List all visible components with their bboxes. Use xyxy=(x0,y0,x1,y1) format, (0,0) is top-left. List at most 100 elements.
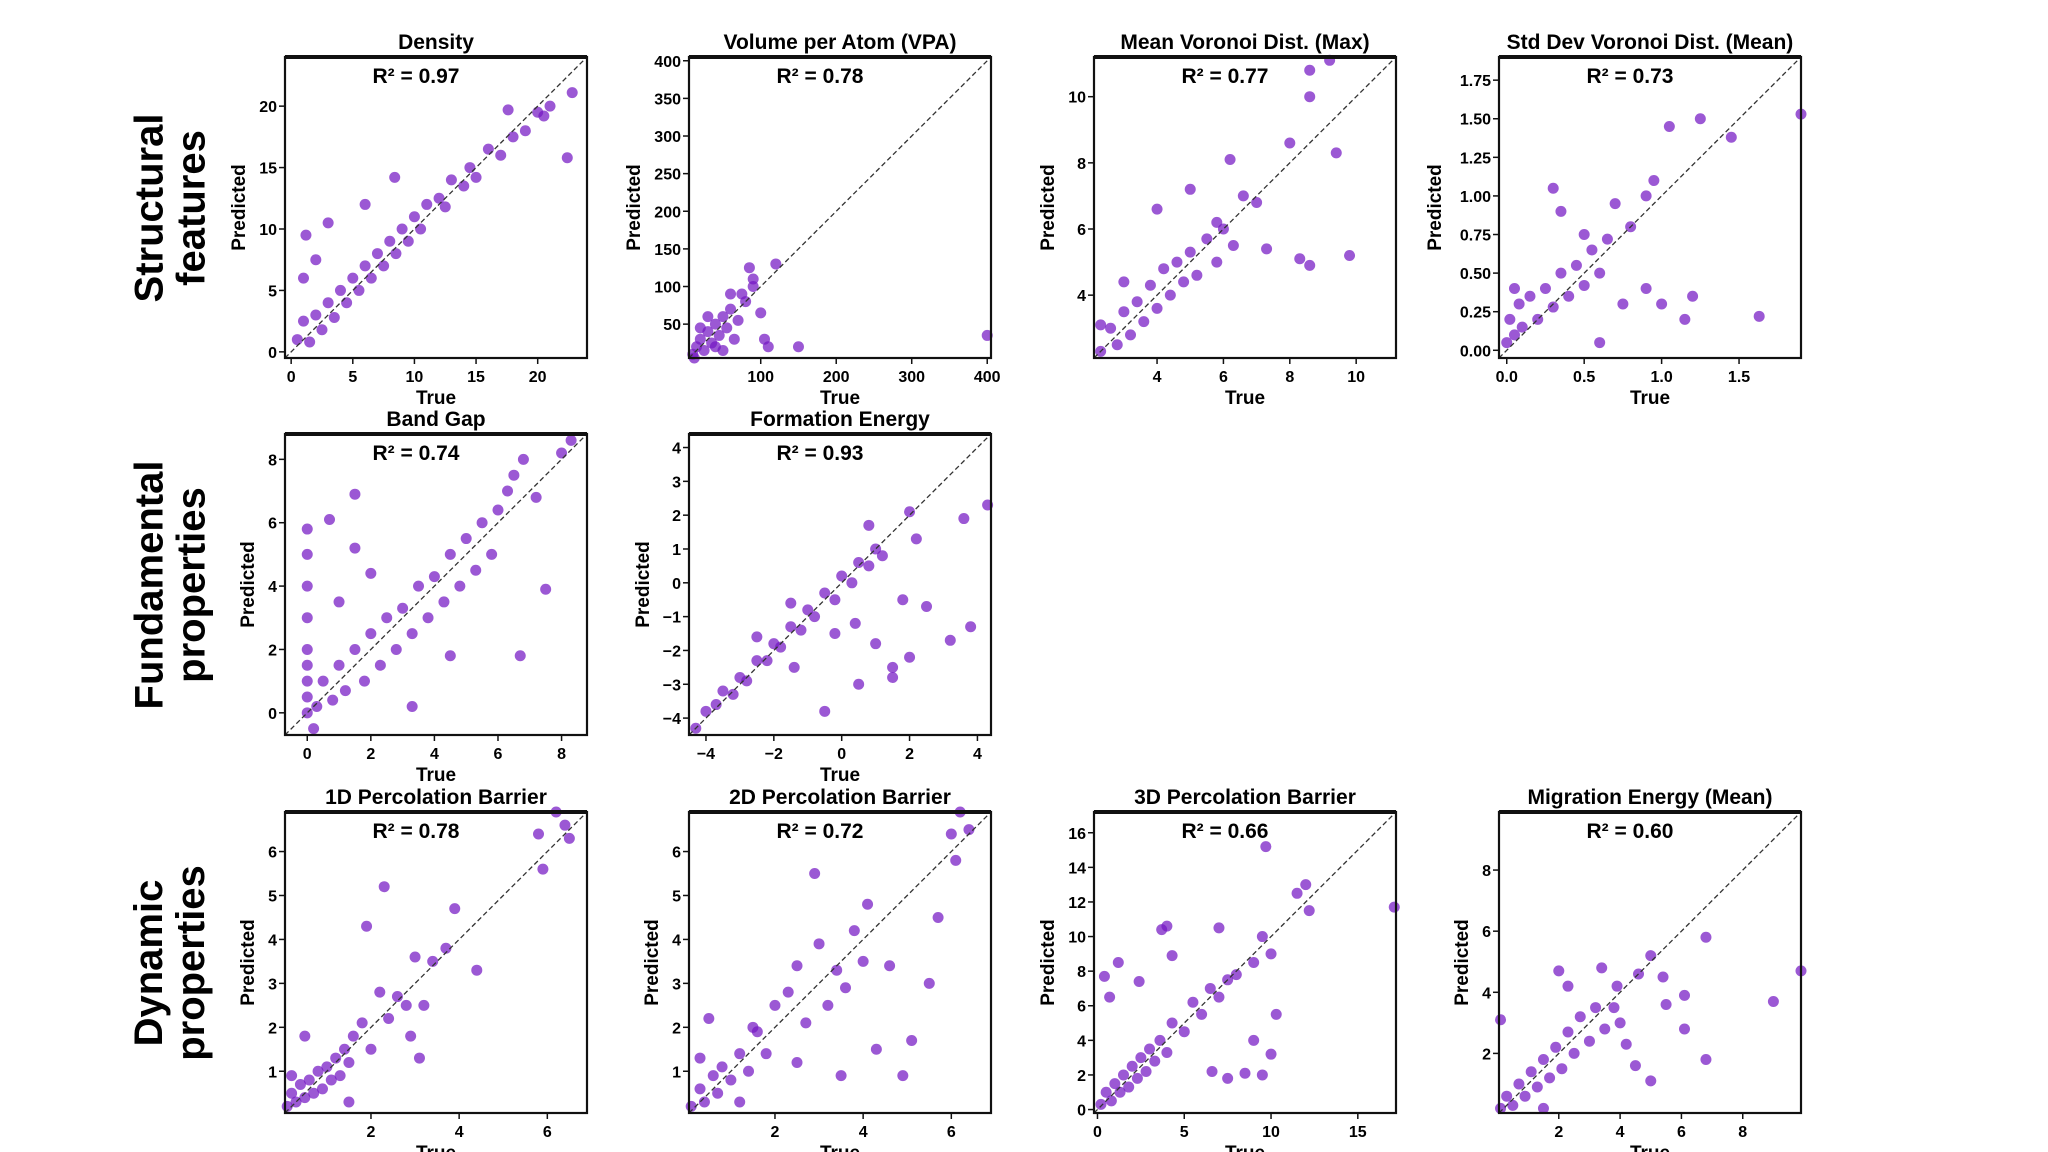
y-tick-label: 1.25 xyxy=(1460,150,1491,167)
data-point xyxy=(694,1083,706,1095)
data-point xyxy=(863,519,875,531)
y-tick-label: 15 xyxy=(259,161,277,178)
identity-line xyxy=(688,433,992,736)
data-point xyxy=(944,634,956,646)
data-point xyxy=(1753,310,1765,322)
data-point xyxy=(1539,283,1551,295)
data-point xyxy=(421,198,433,210)
data-point xyxy=(1118,1069,1130,1081)
data-point xyxy=(716,1061,728,1073)
data-point xyxy=(1501,1090,1513,1102)
data-point xyxy=(870,638,882,650)
y-tick-label: 0.25 xyxy=(1460,305,1491,322)
data-point xyxy=(1617,298,1629,310)
data-point xyxy=(391,991,403,1003)
row-label-text: Structural features xyxy=(127,113,213,302)
data-point xyxy=(1211,216,1223,228)
r2-annotation: R² = 0.74 xyxy=(373,442,460,465)
data-point xyxy=(538,110,550,122)
data-point xyxy=(725,1074,737,1086)
data-point xyxy=(1260,841,1272,853)
data-point xyxy=(1663,120,1675,132)
data-point xyxy=(1118,276,1130,288)
data-point xyxy=(1556,1063,1568,1075)
data-point xyxy=(508,469,520,481)
data-point xyxy=(846,577,858,589)
data-point xyxy=(1609,198,1621,210)
y-tick-label: 2 xyxy=(672,1020,681,1037)
data-point xyxy=(1248,957,1260,968)
data-point xyxy=(945,828,957,840)
x-axis-label: True xyxy=(1225,388,1265,409)
y-tick-label: −4 xyxy=(663,711,681,728)
data-point xyxy=(316,324,328,336)
y-axis-label: Predicted xyxy=(1425,164,1446,251)
y-tick-label: 2 xyxy=(1482,1046,1491,1063)
data-point xyxy=(694,1052,706,1064)
y-tick-label: 6 xyxy=(268,845,277,862)
data-point xyxy=(835,1070,847,1082)
data-point xyxy=(1166,1017,1178,1029)
data-point xyxy=(1590,1002,1602,1014)
data-point xyxy=(1583,1035,1595,1047)
points xyxy=(301,434,577,735)
data-point xyxy=(476,517,488,529)
data-point xyxy=(819,705,831,717)
data-point xyxy=(1248,1034,1260,1046)
data-point xyxy=(1109,1078,1121,1090)
identity-line xyxy=(284,811,588,1114)
x-tick-label: 0 xyxy=(837,746,846,763)
x-tick-label: 4 xyxy=(1153,369,1162,386)
data-point xyxy=(502,104,514,116)
data-point xyxy=(1596,962,1608,974)
x-axis-label: True xyxy=(1630,388,1670,409)
data-point xyxy=(294,1078,306,1090)
data-point xyxy=(349,643,361,655)
x-axis-label: True xyxy=(416,1143,456,1152)
y-tick-label: 0.75 xyxy=(1460,228,1491,245)
x-tick-label: 6 xyxy=(494,746,503,763)
data-point xyxy=(1222,1072,1234,1084)
data-point xyxy=(405,1030,417,1042)
data-point xyxy=(471,964,483,976)
data-point xyxy=(415,223,427,235)
data-point xyxy=(1191,269,1203,281)
data-point xyxy=(530,491,542,503)
data-point xyxy=(301,548,313,560)
y-tick-label: 6 xyxy=(268,516,277,533)
data-point xyxy=(308,1087,320,1099)
data-point xyxy=(1227,240,1239,252)
data-point xyxy=(374,659,386,671)
y-tick-label: 250 xyxy=(654,167,681,184)
data-point xyxy=(822,999,834,1011)
points xyxy=(291,87,578,348)
data-point xyxy=(717,311,729,323)
data-point xyxy=(383,1013,395,1025)
data-point xyxy=(1547,182,1559,194)
data-point xyxy=(406,700,418,712)
data-point xyxy=(1570,259,1582,271)
x-tick-label: 10 xyxy=(406,369,424,386)
data-point xyxy=(910,533,922,545)
y-tick-label: 16 xyxy=(1068,826,1086,843)
data-point xyxy=(325,1074,337,1086)
data-point xyxy=(1531,1081,1543,1093)
data-point xyxy=(1304,64,1316,76)
data-point xyxy=(310,254,322,266)
row-label-text: Dynamic properties xyxy=(127,864,214,1061)
data-point xyxy=(703,1013,715,1025)
data-point xyxy=(1660,999,1672,1011)
data-point xyxy=(440,942,452,954)
data-point xyxy=(495,149,507,161)
y-tick-label: 10 xyxy=(1068,90,1086,107)
data-point xyxy=(829,594,841,606)
data-point xyxy=(1601,233,1613,245)
x-axis-label: True xyxy=(416,765,456,786)
data-point xyxy=(563,832,575,844)
y-tick-label: 150 xyxy=(654,242,681,259)
y-tick-label: 2 xyxy=(268,1020,277,1037)
x-tick-label: 2 xyxy=(771,1124,780,1141)
panel-title: 2D Percolation Barrier xyxy=(729,786,951,809)
data-point xyxy=(897,594,909,606)
